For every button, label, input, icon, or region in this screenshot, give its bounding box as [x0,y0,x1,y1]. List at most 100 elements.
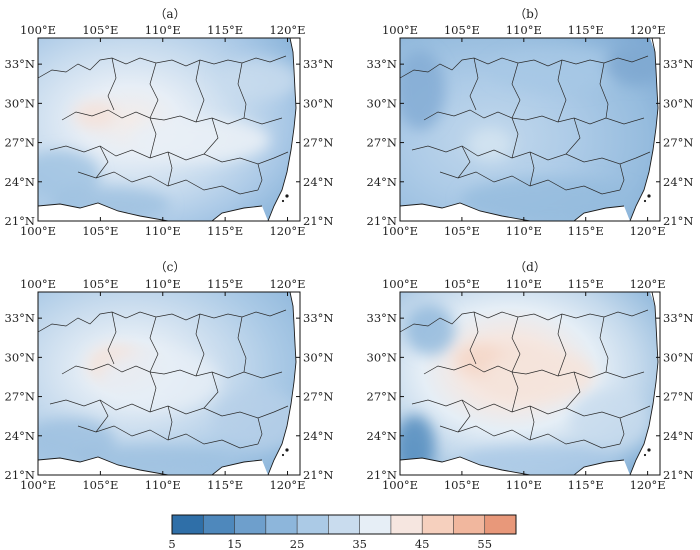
colorbar-tick-label: 35 [352,537,367,550]
x-tick-label-bottom: 115°E [207,478,243,492]
x-tick-label-top: 100°E [382,23,418,37]
y-tick-label-right: 27°N [303,390,333,404]
x-tick-label-top: 110°E [506,277,542,291]
x-tick-label-bottom: 100°E [382,224,418,238]
map-panel-a [37,37,301,222]
y-tick-label-left: 24°N [367,175,397,189]
colorbar-bin [484,515,517,534]
colorbar-tick-label: 25 [290,537,305,550]
colorbar-bin [328,515,360,534]
y-tick-label-right: 21°N [663,214,693,228]
x-tick-label-top: 120°E [269,277,305,291]
axes-panel-d: 100°E 100°E 105°E 105°E 110°E 110°E 115°E 115°E… [367,277,694,492]
y-tick-label-left: 33°N [367,57,397,71]
y-tick-label-left: 24°N [5,175,35,189]
x-tick-label-top: 110°E [506,23,542,37]
map-panel-b [399,37,661,222]
map-panel-c [37,291,301,476]
y-tick-label-right: 21°N [303,214,333,228]
y-tick-label-left: 30°N [5,96,35,110]
x-tick-label-top: 115°E [568,277,604,291]
y-tick-label-left: 21°N [367,214,397,228]
axes-panel-c: 100°E 100°E 105°E 105°E 110°E 110°E 115°E 115°E… [5,277,334,492]
y-tick-label-right: 30°N [663,350,693,364]
colorbar-bin [203,515,235,534]
y-tick-label-left: 21°N [367,468,397,482]
x-tick-label-bottom: 120°E [630,478,666,492]
colorbar-bin [234,515,267,534]
x-tick-label-bottom: 115°E [568,478,604,492]
y-tick-label-right: 27°N [663,390,693,404]
y-tick-label-left: 33°N [5,311,35,325]
map-panel-d [399,291,661,476]
y-tick-label-left: 24°N [5,429,35,443]
y-tick-label-right: 30°N [663,96,693,110]
y-tick-label-left: 27°N [5,136,35,150]
colorbar-tick-label: 15 [227,537,242,550]
x-tick-label-bottom: 110°E [506,224,542,238]
x-tick-label-bottom: 105°E [444,224,480,238]
y-tick-label-left: 24°N [367,429,397,443]
y-tick-label-right: 33°N [663,57,693,71]
x-tick-label-bottom: 120°E [630,224,666,238]
x-tick-label-top: 110°E [145,23,181,37]
colorbar-tick-label: 5 [168,537,175,550]
y-tick-label-right: 27°N [303,136,333,150]
y-tick-label-right: 24°N [663,429,693,443]
colorbar-tick-label: 45 [415,537,430,550]
y-tick-label-left: 27°N [367,136,397,150]
axes-layer: 100°E 100°E 105°E 105°E 110°E 110°E 115°E 115°E… [5,23,694,492]
x-tick-label-bottom: 105°E [82,478,118,492]
x-tick-label-top: 105°E [444,277,480,291]
x-tick-label-bottom: 120°E [269,224,305,238]
colorbar-bin [359,515,392,534]
colorbar-frame [171,514,517,535]
colorbar: 5 15 25 35 45 55 [168,514,517,550]
x-tick-label-top: 100°E [382,277,418,291]
x-tick-label-top: 105°E [82,277,118,291]
x-tick-label-top: 105°E [82,23,118,37]
y-tick-label-right: 30°N [303,96,333,110]
x-tick-label-top: 120°E [269,23,305,37]
y-tick-label-right: 24°N [663,175,693,189]
x-tick-label-top: 110°E [145,277,181,291]
x-tick-label-bottom: 100°E [20,224,56,238]
x-tick-label-bottom: 110°E [145,478,181,492]
panel-b-label: （b） [514,7,546,21]
x-tick-label-bottom: 115°E [207,224,243,238]
x-tick-label-top: 115°E [568,23,604,37]
y-tick-label-right: 33°N [303,57,333,71]
colorbar-bin [422,515,454,534]
x-tick-label-top: 100°E [20,277,56,291]
x-tick-label-top: 120°E [630,277,666,291]
y-tick-label-left: 33°N [367,311,397,325]
colorbar-bin [453,515,486,534]
y-tick-label-right: 24°N [303,429,333,443]
y-tick-label-right: 33°N [303,311,333,325]
panel-c-label: （c） [155,260,186,274]
x-tick-label-top: 115°E [207,23,243,37]
x-tick-label-bottom: 110°E [145,224,181,238]
x-tick-label-top: 105°E [444,23,480,37]
x-tick-label-bottom: 120°E [269,478,305,492]
axes-panel-b: 100°E 100°E 105°E 105°E 110°E 110°E 115°E 115°E… [367,23,694,238]
x-tick-label-bottom: 115°E [568,224,604,238]
x-tick-label-bottom: 105°E [82,224,118,238]
y-tick-label-right: 30°N [303,350,333,364]
y-tick-label-left: 30°N [367,350,397,364]
y-tick-label-right: 21°N [303,468,333,482]
y-tick-label-right: 27°N [663,136,693,150]
x-tick-label-bottom: 100°E [20,478,56,492]
y-tick-label-right: 21°N [663,468,693,482]
colorbar-bin [297,515,329,534]
y-tick-label-left: 30°N [367,96,397,110]
colorbar-bin [390,515,423,534]
y-tick-label-right: 24°N [303,175,333,189]
colorbar-bin [172,515,204,534]
y-tick-label-left: 21°N [5,214,35,228]
x-tick-label-bottom: 100°E [382,478,418,492]
x-tick-label-bottom: 105°E [444,478,480,492]
x-tick-label-top: 115°E [207,277,243,291]
y-tick-label-left: 21°N [5,468,35,482]
